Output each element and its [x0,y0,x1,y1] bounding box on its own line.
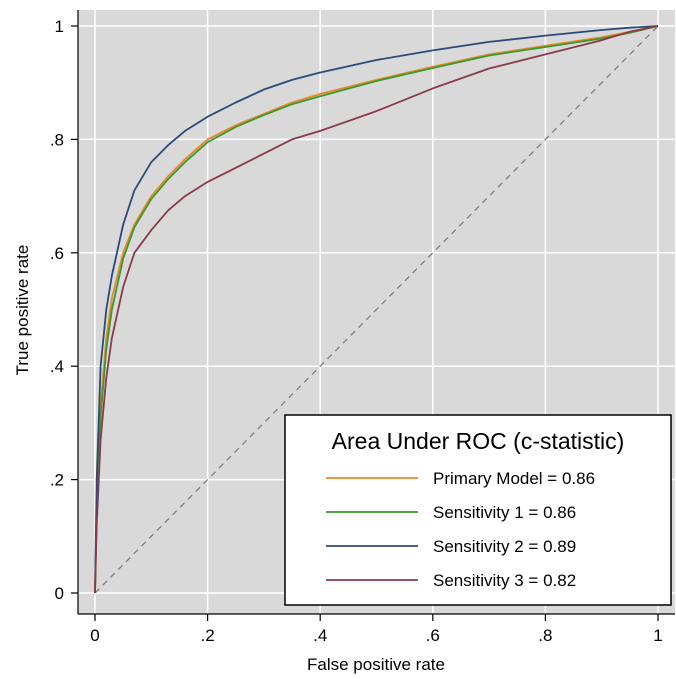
diagonal-reference-line [94,25,659,594]
y-axis-title: True positive rate [13,245,32,376]
legend-label-4: Sensitivity 3 = 0.82 [433,571,576,590]
legend: Area Under ROC (c-statistic) Primary Mod… [284,414,672,606]
legend-label-1: Primary Model = 0.86 [433,469,595,488]
y-tick-label-0: 0 [55,584,64,603]
x-tick-label-3: .6 [426,626,440,645]
y-tick-label-5: 1 [55,17,64,36]
y-tick-label-3: .6 [50,244,64,263]
tick-labels: 0 .2 .4 .6 .8 1 0 .2 .4 .6 .8 1 [50,17,663,645]
x-tick-label-0: 0 [90,626,99,645]
y-tick-label-2: .4 [50,357,64,376]
legend-title: Area Under ROC (c-statistic) [332,428,625,454]
x-tick-label-1: .2 [201,626,215,645]
x-tick-label-5: 1 [653,626,662,645]
series-lines [94,25,659,594]
series-line-1 [94,25,659,594]
legend-box [284,414,672,606]
series-line-2 [94,25,659,594]
series-line-3 [94,25,659,594]
reference-line [94,25,659,594]
legend-items: Primary Model = 0.86 Sensitivity 1 = 0.86… [326,469,595,590]
x-tick-label-4: .8 [538,626,552,645]
x-tick-label-2: .4 [313,626,327,645]
series-line-4 [94,25,659,594]
y-tick-label-1: .2 [50,471,64,490]
x-axis-title: False positive rate [307,655,445,674]
axes [71,10,675,621]
legend-label-2: Sensitivity 1 = 0.86 [433,503,576,522]
legend-label-3: Sensitivity 2 = 0.89 [433,537,576,556]
gridlines [78,10,675,614]
y-tick-label-4: .8 [50,130,64,149]
